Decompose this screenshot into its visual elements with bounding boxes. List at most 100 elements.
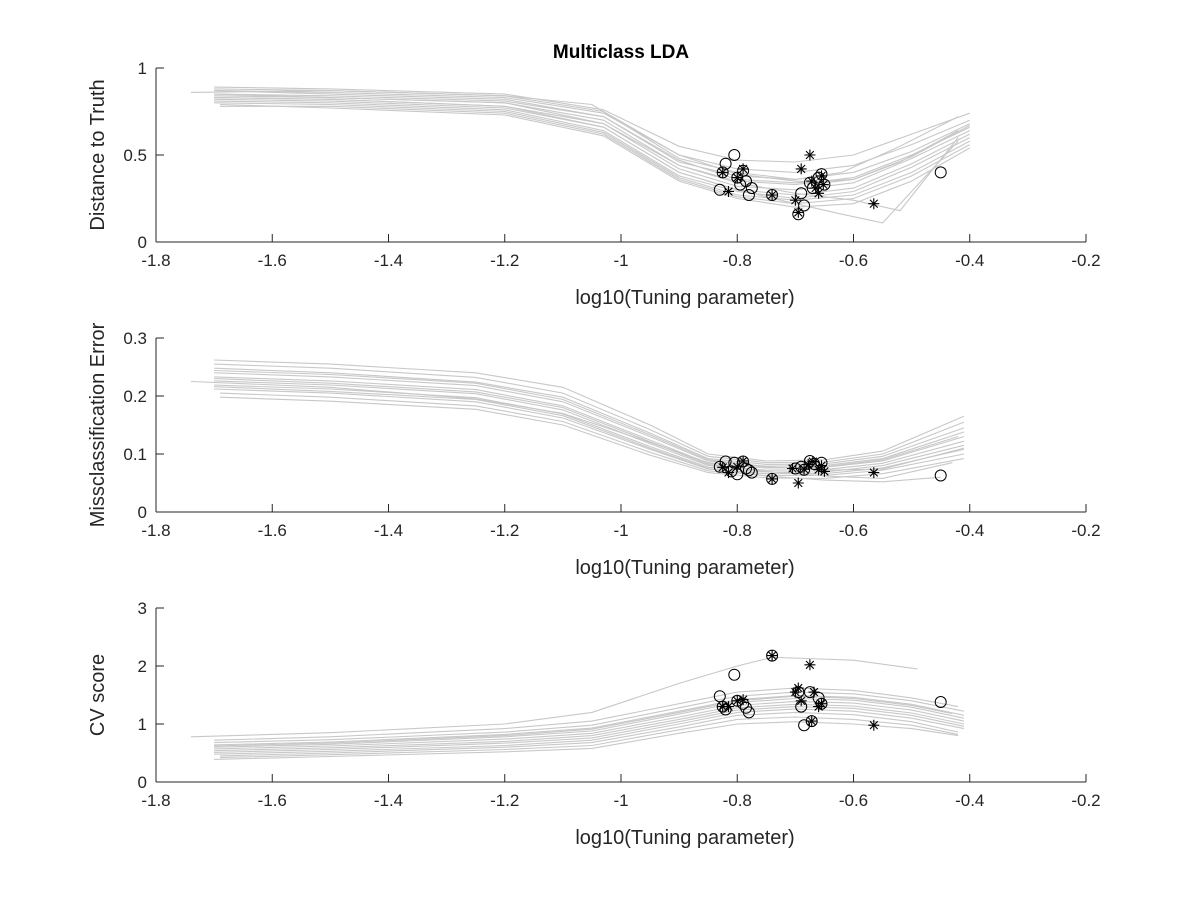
marker-star-13 bbox=[816, 698, 827, 710]
marker-star-6 bbox=[787, 463, 798, 474]
x-tick-label: -1.2 bbox=[490, 521, 519, 540]
y-tick-label: 1 bbox=[138, 715, 147, 734]
chart-title: Multiclass LDA bbox=[553, 42, 689, 63]
marker-star-14 bbox=[868, 467, 880, 479]
series-line-3 bbox=[214, 363, 965, 464]
marker-circle-9 bbox=[745, 466, 758, 479]
x-tick-label: -0.8 bbox=[723, 791, 752, 810]
marker-star-6 bbox=[789, 686, 801, 698]
panel-cv-score: -1.8 -1.6 -1.4 -1.2 -1 -0.8 -0.6 -0.4 -0.2 0 1 2 3 lo… bbox=[87, 599, 1101, 849]
marker-star-6 bbox=[789, 194, 801, 206]
series-line-4 bbox=[214, 93, 970, 180]
marker-star-4 bbox=[737, 455, 749, 467]
series-line-9 bbox=[214, 102, 970, 201]
series-line-2 bbox=[214, 687, 959, 741]
y-tick-label: 0.1 bbox=[123, 445, 147, 464]
marker-star-9 bbox=[802, 458, 814, 470]
y-tick-label: 0 bbox=[138, 233, 147, 252]
marker-star-7 bbox=[792, 682, 804, 694]
marker-star-4 bbox=[737, 163, 749, 175]
marker-circle-8 bbox=[742, 464, 755, 477]
series-line-14 bbox=[214, 93, 959, 212]
series-line-5 bbox=[214, 697, 965, 748]
y-axis-label: Distance to Truth bbox=[87, 79, 109, 230]
x-tick-label: -0.2 bbox=[1071, 791, 1100, 810]
x-tick-label: -0.6 bbox=[839, 521, 868, 540]
marker-circle-17 bbox=[934, 696, 947, 708]
x-tick-label: -1.2 bbox=[490, 251, 519, 270]
marker-star-1 bbox=[717, 701, 729, 713]
x-tick-label: -0.4 bbox=[955, 791, 984, 810]
marker-star-10 bbox=[806, 715, 818, 727]
marker-star-14 bbox=[868, 719, 880, 731]
marker-star-11 bbox=[810, 182, 822, 194]
y-tick-label: 0 bbox=[138, 503, 147, 522]
marker-star-11 bbox=[813, 464, 825, 476]
y-tick-label: 0.3 bbox=[123, 329, 147, 348]
marker-circle-1 bbox=[713, 183, 726, 196]
x-axis-label: log10(Tuning parameter) bbox=[575, 287, 794, 309]
marker-star-2 bbox=[723, 186, 734, 197]
marker-circle-17 bbox=[934, 469, 947, 482]
x-tick-label: -1 bbox=[613, 791, 628, 810]
x-tick-label: -0.4 bbox=[955, 251, 984, 270]
series-line-10 bbox=[219, 105, 970, 205]
marker-star-10 bbox=[806, 175, 818, 187]
y-axis-label: Missclassification Error bbox=[87, 322, 109, 527]
y-axis-label: CV score bbox=[87, 654, 109, 736]
marker-star-3 bbox=[731, 695, 743, 707]
x-tick-label: -1 bbox=[613, 251, 628, 270]
series-line-9 bbox=[214, 388, 965, 475]
marker-star-7 bbox=[792, 206, 804, 218]
series-line-13 bbox=[214, 88, 959, 184]
x-tick-label: -1.6 bbox=[258, 521, 287, 540]
series-line-8 bbox=[214, 384, 965, 473]
marker-star-5 bbox=[766, 650, 778, 662]
series-line-7 bbox=[214, 380, 965, 471]
series-line-10 bbox=[219, 711, 959, 757]
x-tick-label: -0.2 bbox=[1071, 251, 1100, 270]
series-line-11 bbox=[219, 716, 959, 759]
y-tick-label: 2 bbox=[138, 657, 147, 676]
marker-star-13 bbox=[816, 170, 827, 182]
marker-circle-4 bbox=[728, 456, 741, 469]
marker-star-15 bbox=[868, 198, 880, 210]
marker-star-14 bbox=[817, 179, 829, 191]
series-line-4 bbox=[214, 367, 965, 465]
panel-missclassification-error: -1.8 -1.6 -1.4 -1.2 -1 -0.8 -0.6 -0.4 -0.2 0 0.1 0.… bbox=[87, 322, 1101, 579]
marker-star-2 bbox=[723, 467, 734, 479]
series-line-6 bbox=[214, 376, 965, 469]
marker-circle-14 bbox=[798, 199, 811, 212]
x-axis-label: log10(Tuning parameter) bbox=[575, 827, 794, 849]
marker-star-9 bbox=[804, 149, 816, 161]
series-line-5 bbox=[214, 372, 965, 467]
series-line-4 bbox=[214, 695, 965, 746]
marker-circle-9 bbox=[742, 189, 755, 201]
series-line-9 bbox=[214, 708, 965, 755]
marker-circle-13 bbox=[795, 187, 808, 200]
marker-star-10 bbox=[807, 456, 819, 467]
marker-star-2 bbox=[723, 701, 734, 713]
marker-star-13 bbox=[818, 465, 830, 477]
series-line-3 bbox=[214, 691, 965, 744]
marker-star-4 bbox=[737, 694, 749, 706]
x-tick-label: -0.6 bbox=[839, 791, 868, 810]
marker-star-8 bbox=[798, 463, 810, 475]
x-tick-label: -1.8 bbox=[141, 791, 170, 810]
marker-circle-8 bbox=[742, 706, 755, 719]
marker-star-12 bbox=[816, 460, 827, 472]
series-line-11 bbox=[219, 103, 970, 208]
series-line-12 bbox=[214, 369, 965, 471]
x-tick-label: -1.8 bbox=[141, 521, 170, 540]
series-line-13 bbox=[214, 695, 953, 747]
x-tick-label: -0.8 bbox=[723, 251, 752, 270]
marker-star-3 bbox=[731, 461, 743, 473]
marker-star-12 bbox=[813, 187, 825, 199]
x-tick-label: -1.6 bbox=[258, 791, 287, 810]
series-line-12 bbox=[214, 721, 959, 760]
x-tick-label: -1.4 bbox=[374, 521, 403, 540]
y-tick-label: 0.2 bbox=[123, 387, 147, 406]
series-line-8 bbox=[214, 100, 970, 200]
